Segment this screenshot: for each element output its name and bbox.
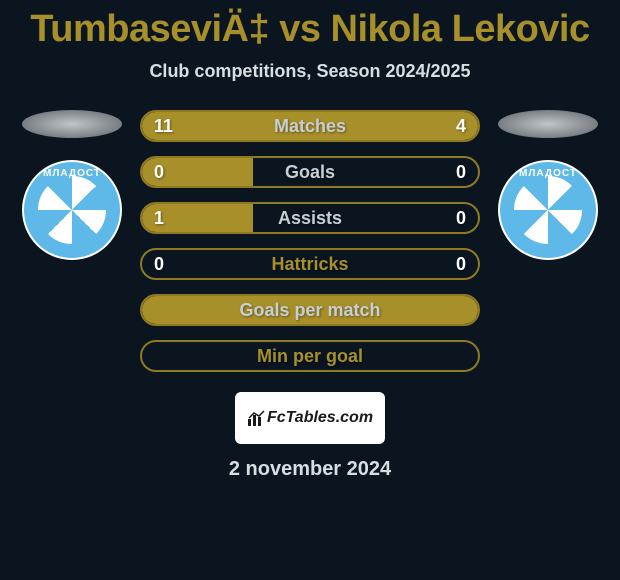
stat-label: Goals per match [142, 300, 478, 321]
stats-column: 11Matches40Goals01Assists00Hattricks0Goa… [140, 110, 480, 386]
left-club-badge: МЛАДОСТ [22, 160, 122, 260]
stat-row: 1Assists0 [140, 202, 480, 234]
stat-row: 0Goals0 [140, 156, 480, 188]
brand-label: FcTables.com [247, 409, 373, 427]
stat-label: Assists [142, 208, 478, 229]
stat-value-right: 0 [456, 162, 466, 183]
stat-row: Goals per match [140, 294, 480, 326]
date-label: 2 november 2024 [0, 458, 620, 481]
left-player-silhouette [22, 110, 122, 138]
right-club-badge: МЛАДОСТ [498, 160, 598, 260]
stat-value-right: 0 [456, 254, 466, 275]
stat-row: 0Hattricks0 [140, 248, 480, 280]
right-player-column: МЛАДОСТ [498, 110, 598, 260]
stat-label: Goals [142, 162, 478, 183]
left-badge-text: МЛАДОСТ [22, 168, 122, 179]
stat-value-right: 0 [456, 208, 466, 229]
comparison-card: TumbaseviÄ‡ vs Nikola Lekovic Club compe… [0, 0, 620, 481]
footer-brand-box: FcTables.com [235, 392, 385, 444]
main-content: МЛАДОСТ 11Matches40Goals01Assists00Hattr… [0, 110, 620, 386]
left-player-column: МЛАДОСТ [22, 110, 122, 260]
stat-label: Hattricks [142, 254, 478, 275]
stat-row: 11Matches4 [140, 110, 480, 142]
stat-row: Min per goal [140, 340, 480, 372]
subtitle: Club competitions, Season 2024/2025 [0, 61, 620, 82]
stat-label: Min per goal [142, 346, 478, 367]
brand-text: FcTables.com [267, 409, 373, 427]
right-player-silhouette [498, 110, 598, 138]
stat-label: Matches [142, 116, 478, 137]
right-badge-text: МЛАДОСТ [498, 168, 598, 179]
stat-value-right: 4 [456, 116, 466, 137]
page-title: TumbaseviÄ‡ vs Nikola Lekovic [0, 8, 620, 51]
chart-icon [247, 409, 265, 427]
